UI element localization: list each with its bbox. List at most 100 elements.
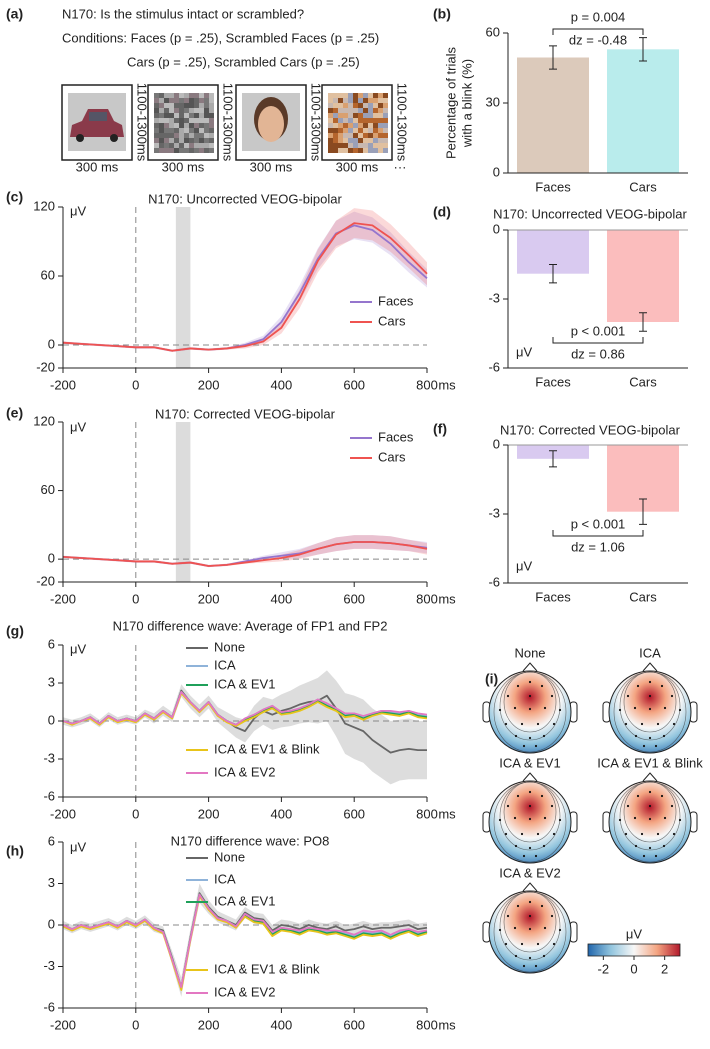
electrode (636, 794, 640, 798)
x-tick-label: 600 (343, 806, 365, 821)
noise-pixel (204, 93, 209, 98)
panel-label: (f) (433, 421, 447, 437)
electrode (640, 832, 644, 836)
noise-pixel (209, 93, 214, 98)
noise-pixel (179, 133, 184, 138)
noise-pixel (343, 118, 348, 123)
y-tick-label: 120 (33, 413, 55, 428)
electrode (558, 928, 562, 932)
contour (503, 781, 557, 843)
noise-pixel (179, 123, 184, 128)
electrode (498, 708, 502, 712)
isi-label: 1100-1300ms (135, 83, 150, 162)
electrode (626, 804, 630, 808)
isi-label: 1100-1300ms (309, 83, 324, 162)
noise-pixel (358, 118, 363, 123)
noise-pixel (368, 128, 373, 133)
electrode (618, 818, 622, 822)
y-tick-label: -3 (43, 958, 55, 973)
noise-pixel (164, 103, 169, 108)
electrode (540, 904, 544, 908)
topomap-label: ICA & EV2 (499, 865, 560, 880)
x-tick-label: -200 (50, 1017, 76, 1032)
chart-title: N170: Corrected VEOG-bipolar (155, 406, 336, 421)
bar (607, 49, 679, 174)
noise-pixel (174, 123, 179, 128)
significance-bracket (552, 28, 644, 35)
y-tick-label: 0 (48, 551, 55, 566)
car-window (89, 112, 107, 121)
scalp-map (488, 670, 572, 754)
noise-pixel (363, 123, 368, 128)
noise-pixel (209, 148, 214, 153)
error-bar (639, 312, 647, 332)
panel-label: (g) (6, 623, 24, 639)
electrode (542, 734, 546, 738)
noise-pixel (169, 93, 174, 98)
panel-label: (d) (433, 204, 451, 220)
x-tick-label: 400 (271, 591, 293, 606)
y-tick-label: 120 (33, 198, 55, 213)
electrode (678, 708, 682, 712)
electrode (513, 926, 517, 930)
x-tick-label: 400 (271, 377, 293, 392)
noise-pixel (333, 138, 338, 143)
noise-pixel (368, 123, 373, 128)
noise-pixel (373, 113, 378, 118)
x-tick-label: 0 (132, 591, 139, 606)
noise-pixel (174, 143, 179, 148)
y-tick-label: 0 (48, 336, 55, 351)
noise-pixel (338, 108, 343, 113)
scalp-map (488, 890, 572, 974)
noise-pixel (378, 143, 383, 148)
noise-pixel (199, 148, 204, 153)
noise-pixel (174, 118, 179, 123)
noise-pixel (159, 128, 164, 133)
confidence-band (63, 535, 427, 568)
noise-pixel (368, 108, 373, 113)
significance-bracket (552, 530, 644, 537)
noise-pixel (338, 113, 343, 118)
x-tick-label: 400 (271, 806, 293, 821)
noise-pixel (378, 108, 383, 113)
noise-pixel (333, 128, 338, 133)
electrode (678, 818, 682, 822)
noise-pixel (343, 113, 348, 118)
noise-pixel (383, 118, 388, 123)
noise-pixel (159, 93, 164, 98)
x-unit: ms (438, 377, 456, 392)
electrode (520, 942, 524, 946)
noise-pixel (348, 133, 353, 138)
noise-pixel (179, 118, 184, 123)
noise-pixel (199, 113, 204, 118)
y-tick-label: 3 (48, 875, 55, 890)
isi-label: 1100-1300ms (395, 83, 410, 162)
noise-pixel (383, 143, 388, 148)
stimulus (61, 84, 133, 161)
x-unit: ms (438, 591, 456, 606)
noise-pixel (343, 133, 348, 138)
noise-pixel (328, 118, 333, 123)
noise-pixel (169, 113, 174, 118)
noise-pixel (179, 113, 184, 118)
noise-pixel (358, 148, 363, 153)
x-tick-label: Cars (629, 374, 657, 389)
noise-pixel (378, 128, 383, 133)
noise-pixel (154, 113, 159, 118)
topomap: ICA (602, 645, 698, 754)
noise-pixel (209, 103, 214, 108)
y-tick-label: -20 (36, 359, 55, 374)
y-tick-label: 30 (486, 94, 500, 109)
noise-pixel (159, 108, 164, 113)
nose (642, 772, 658, 782)
noise-pixel (184, 123, 189, 128)
panel-label: (i) (485, 671, 498, 687)
noise-pixel (174, 148, 179, 153)
noise-pixel (343, 93, 348, 98)
electrode (520, 722, 524, 726)
y-axis-label: with a blink (%) (459, 59, 474, 148)
noise-pixel (174, 138, 179, 143)
noise-pixel (169, 118, 174, 123)
noise-pixel (333, 133, 338, 138)
noise-pixel (343, 138, 348, 143)
